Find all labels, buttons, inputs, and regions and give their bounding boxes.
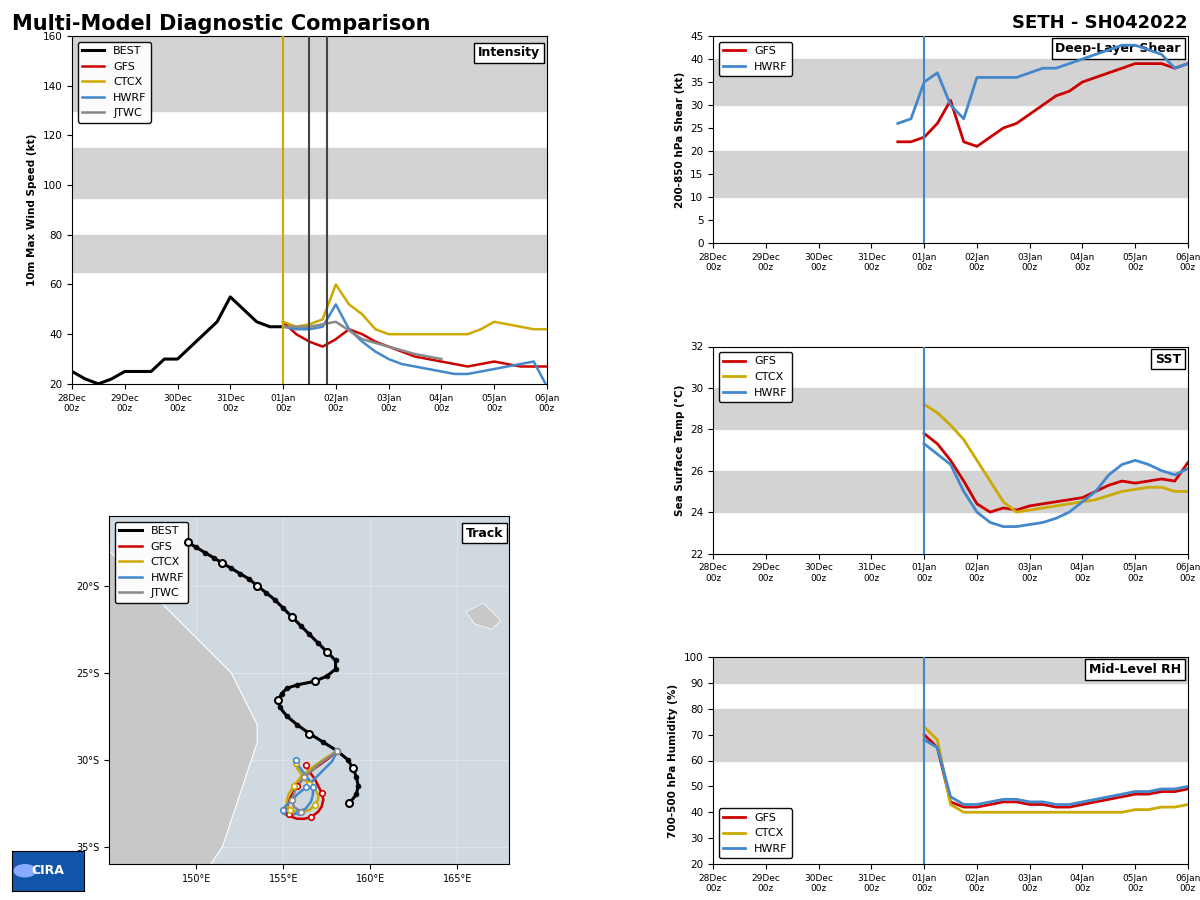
Legend: BEST, GFS, CTCX, HWRF, JTWC: BEST, GFS, CTCX, HWRF, JTWC (115, 522, 188, 603)
Bar (713, 388, 1188, 429)
Bar (713, 657, 1188, 683)
Y-axis label: Sea Surface Temp (°C): Sea Surface Temp (°C) (674, 384, 684, 516)
Bar (713, 59, 1188, 105)
Text: Deep-Layer Shear: Deep-Layer Shear (1055, 42, 1181, 55)
Text: SST: SST (1154, 353, 1181, 365)
Legend: GFS, HWRF: GFS, HWRF (719, 41, 792, 76)
Text: Track: Track (466, 526, 504, 539)
Text: SETH - SH042022: SETH - SH042022 (1013, 14, 1188, 32)
Circle shape (14, 865, 36, 877)
Legend: GFS, CTCX, HWRF: GFS, CTCX, HWRF (719, 352, 792, 402)
Text: CIRA: CIRA (31, 864, 65, 878)
Text: Multi-Model Diagnostic Comparison: Multi-Model Diagnostic Comparison (12, 14, 431, 33)
Text: Mid-Level RH: Mid-Level RH (1088, 663, 1181, 676)
Y-axis label: 200-850 hPa Shear (kt): 200-850 hPa Shear (kt) (674, 71, 684, 208)
Bar (72, 36, 547, 111)
Y-axis label: 700-500 hPa Humidity (%): 700-500 hPa Humidity (%) (668, 683, 678, 838)
Text: Intensity: Intensity (478, 47, 540, 59)
Bar (713, 471, 1188, 512)
Bar (72, 235, 547, 272)
Y-axis label: 10m Max Wind Speed (kt): 10m Max Wind Speed (kt) (26, 134, 37, 286)
Legend: BEST, GFS, CTCX, HWRF, JTWC: BEST, GFS, CTCX, HWRF, JTWC (78, 41, 151, 122)
Bar (713, 709, 1188, 760)
Bar (72, 148, 547, 197)
Legend: GFS, CTCX, HWRF: GFS, CTCX, HWRF (719, 808, 792, 859)
Polygon shape (466, 603, 500, 629)
Polygon shape (109, 551, 257, 900)
Bar (713, 151, 1188, 197)
